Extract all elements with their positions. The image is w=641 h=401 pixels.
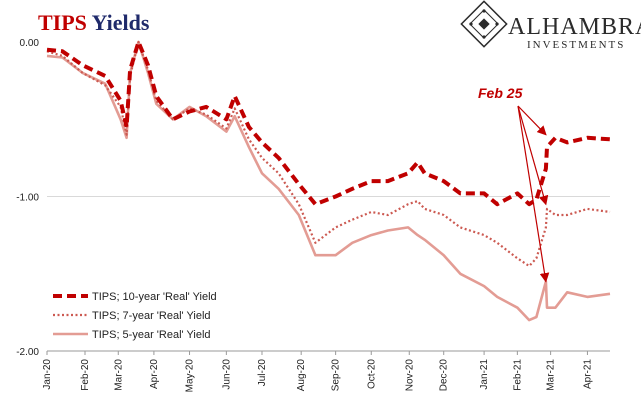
series-line-solid [46, 40, 611, 322]
annotation-layer: Feb 25 [478, 85, 550, 283]
x-tick-label: Jan-20 [42, 359, 53, 390]
x-tick-label: Mar-21 [546, 359, 557, 391]
plot-area: 0.00 -1.00 -2.00 Jan-20 Feb-20 Mar-20 Apr-20 M… [16, 38, 611, 392]
x-tick-label: Jun-20 [221, 359, 232, 390]
y-tick-label: -2.00 [16, 347, 39, 358]
logo-name: ALHAMBRA [508, 14, 641, 40]
legend-label: TIPS; 7-year 'Real' Yield [92, 310, 211, 322]
series-layer [46, 40, 611, 322]
x-tick-label: May-20 [185, 359, 196, 393]
logo-subtitle: INVESTMENTS [527, 39, 625, 51]
y-tick-label: -1.00 [16, 193, 39, 204]
logo-diamond-icon [460, 0, 508, 48]
x-tick-label: Apr-21 [582, 359, 593, 389]
x-tick-label: Apr-20 [149, 359, 160, 389]
annotation-arrow [517, 105, 550, 283]
x-tick-label: Jul-20 [257, 359, 268, 387]
x-tick-label: Feb-20 [80, 359, 91, 391]
series-line-dashed [46, 40, 611, 207]
annotation-arrow [517, 105, 549, 206]
x-tick-label: Dec-20 [439, 359, 450, 392]
annotation-arrow [517, 105, 547, 136]
title-tips: TIPS [38, 10, 87, 35]
legend-label: TIPS; 5-year 'Real' Yield [92, 329, 211, 341]
y-tick-label: 0.00 [20, 38, 40, 49]
x-axis-ticks: Jan-20 Feb-20 Mar-20 Apr-20 May-20 Jun-20 Jul-… [42, 351, 593, 392]
x-tick-label: Jan-21 [479, 359, 490, 390]
y-axis-ticks: 0.00 -1.00 -2.00 [16, 38, 39, 358]
alhambra-logo: ALHAMBRA INVESTMENTS [460, 0, 641, 51]
legend-label: TIPS; 10-year 'Real' Yield [92, 291, 217, 303]
legend: TIPS; 10-year 'Real' Yield TIPS; 7-year '… [53, 291, 217, 341]
x-tick-label: Mar-20 [113, 359, 124, 391]
x-tick-label: Feb-21 [512, 359, 523, 391]
title-yields: Yields [87, 10, 150, 35]
x-tick-label: Sep-20 [331, 359, 342, 392]
chart-title: TIPS Yields [38, 10, 150, 35]
x-tick-label: Aug-20 [296, 359, 307, 392]
x-tick-label: Nov-20 [404, 359, 415, 392]
annotation-label: Feb 25 [478, 85, 523, 101]
x-tick-label: Oct-20 [366, 359, 377, 389]
